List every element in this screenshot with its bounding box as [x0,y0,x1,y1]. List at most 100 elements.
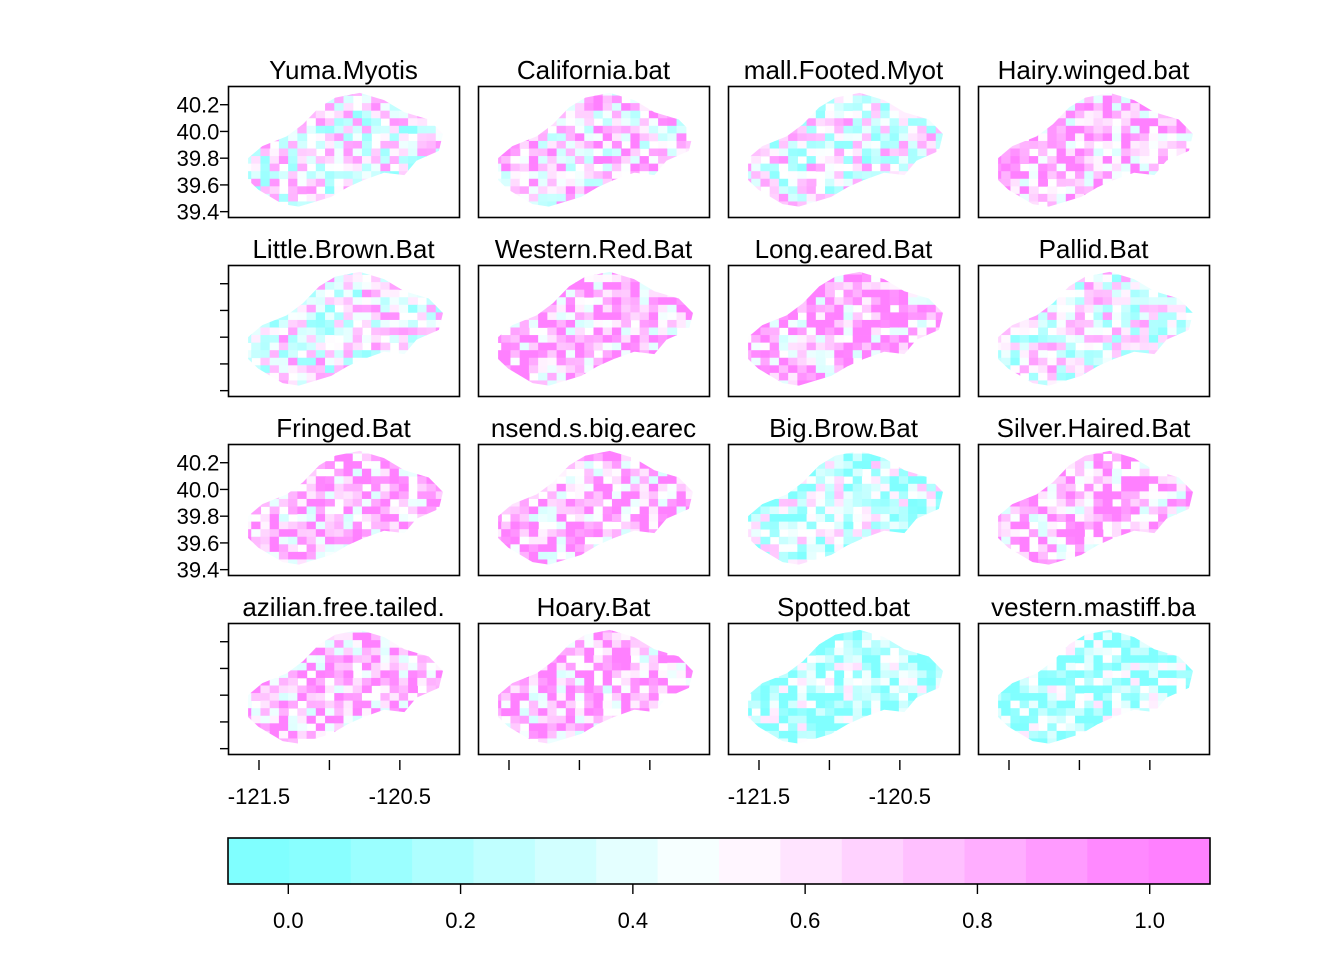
map-cell [639,708,650,717]
map-cell [417,491,428,500]
map-cell [621,118,632,127]
map-cell [1102,335,1113,343]
map-cell [343,125,354,134]
map-cell [898,655,909,664]
map-cell [658,274,668,283]
map-cell [417,632,428,641]
map-cell [584,148,595,157]
map-cell [1001,186,1012,195]
map-cell [297,335,308,343]
map-cell [806,304,817,313]
map-cell [288,670,298,679]
map-cell [498,110,502,119]
map-cell [889,282,900,291]
map-cell [926,193,937,202]
map-cell [417,544,428,553]
map-cell [435,95,443,104]
map-cell [769,662,780,671]
map-cell [630,461,641,470]
map-cell [1148,171,1159,180]
map-cell [1148,491,1159,500]
map-cell [325,289,335,298]
map-cell [556,514,567,522]
map-cell [908,723,918,732]
panel-title: Long.eared.Bat [755,234,934,264]
map-cell [760,274,771,283]
map-cell [248,171,252,180]
map-cell [510,521,521,530]
map-cell [778,536,789,545]
map-cell [565,357,576,366]
map-cell [269,297,280,306]
map-cell [871,118,882,127]
map-cell [278,103,289,112]
map-cell [685,450,693,454]
map-cell [898,693,909,701]
map-cell [528,297,539,306]
map-cell [584,559,595,565]
map-cell [371,297,382,306]
map-cell [593,655,604,664]
map-cell [748,738,752,744]
map-cell [917,289,928,298]
map-cell [248,110,252,119]
map-cell [998,335,1002,343]
map-cell [248,677,252,686]
map-cell [611,178,622,187]
map-cell [760,201,771,207]
map-cell [498,723,502,732]
map-cell [408,715,418,724]
map-cell [278,498,289,507]
map-cell [685,483,693,492]
map-cell [343,118,354,127]
map-cell [602,271,613,275]
map-cell [852,685,863,694]
map-cell [815,708,826,717]
map-cell [889,544,900,553]
map-cell [371,700,382,709]
map-cell [611,536,622,545]
map-cell [398,156,409,164]
map-cell [1084,133,1095,142]
map-cell [248,95,252,104]
map-cell [498,95,502,104]
map-cell [288,491,298,500]
map-cell [288,319,298,328]
map-cell [889,453,900,462]
map-cell [343,529,354,538]
map-cell [685,103,693,112]
map-cell [297,655,308,664]
map-cell [1102,312,1113,321]
map-cell [880,297,891,306]
map-cell [748,468,752,477]
map-cell [498,289,502,298]
map-cell [306,103,317,112]
map-cell [797,476,808,485]
map-cell [935,453,943,462]
map-cell [815,357,826,366]
map-cell [352,201,363,207]
map-cell [611,274,622,283]
map-cell [361,529,372,538]
map-cell [1028,171,1039,180]
map-cell [565,629,576,633]
map-cell [1075,297,1085,306]
map-cell [667,685,678,694]
map-cell [278,372,289,381]
map-cell [426,380,437,386]
map-cell [685,461,693,470]
map-cell [658,133,668,142]
map-cell [852,118,863,127]
map-cell [917,271,928,275]
map-cell [593,133,604,142]
map-cell [498,483,502,492]
map-cell [871,529,882,538]
map-cell [306,700,317,709]
map-cell [658,125,668,134]
map-cell [825,274,835,283]
map-cell [251,498,262,507]
map-cell [389,372,400,381]
map-cell [908,163,918,172]
map-cell [426,357,437,366]
map-cell [325,201,335,207]
